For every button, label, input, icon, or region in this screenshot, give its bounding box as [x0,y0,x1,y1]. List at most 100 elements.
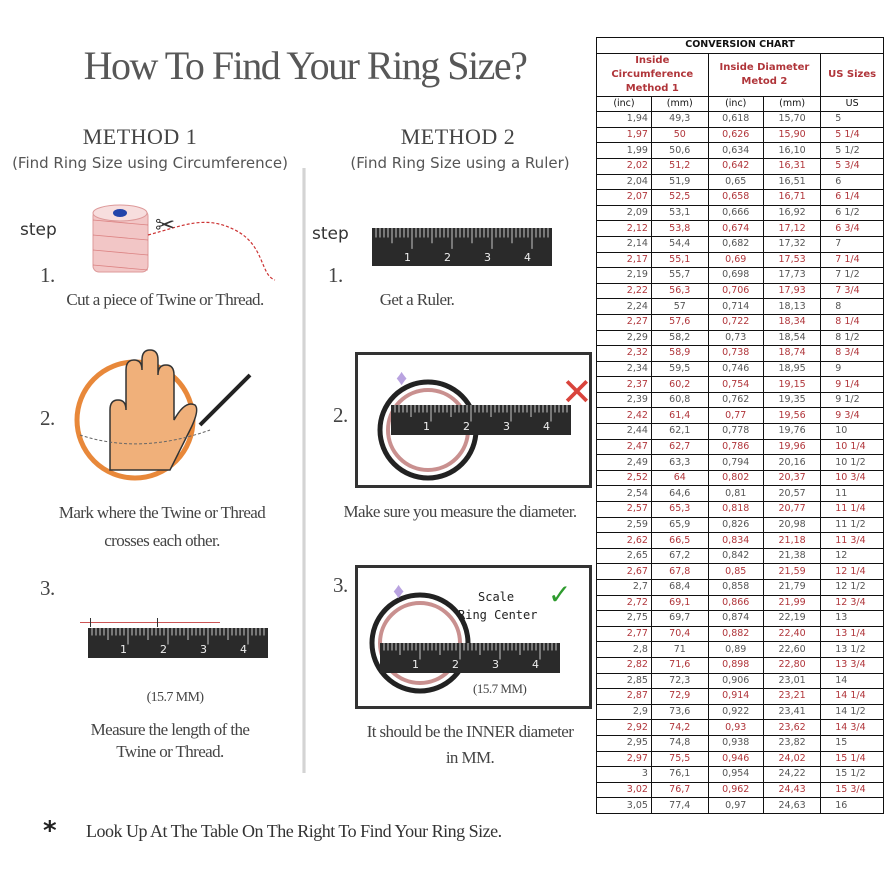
table-cell: 13 3/4 [820,656,884,674]
table-cell: 50 [650,126,709,144]
unit-header: US [820,95,884,113]
ruler-number: 2 [463,420,470,433]
table-cell: 22,80 [762,656,822,674]
table-cell: 11 [820,485,884,503]
table-cell: 72,3 [650,672,709,690]
ruler-graphic: 1 2 3 4 [88,628,268,658]
table-cell: 2,29 [596,329,652,347]
table-row: 3,02 76,7 0,962 24,43 15 3/4 [596,781,884,799]
table-cell: 10 [820,423,884,440]
table-cell: 10 3/4 [820,469,884,487]
table-cell: 2,22 [596,282,652,300]
table-cell: 21,59 [762,563,822,580]
ruler-number: 1 [412,658,419,671]
table-cell: 49,3 [650,111,709,128]
wrong-x-icon: ✕ [561,370,593,414]
table-cell: 0,738 [707,345,764,362]
table-cell: 62,1 [650,423,709,440]
table-cell: 77,4 [650,797,709,814]
ruler-number: 3 [503,420,510,433]
table-cell: 2,9 [596,703,652,721]
table-cell: 66,5 [650,532,709,549]
table-cell: 75,5 [650,750,709,768]
table-cell: 16,10 [762,142,822,159]
table-row: 2,37 60,2 0,754 19,15 9 1/4 [596,376,884,393]
table-cell: 0,706 [707,282,764,300]
table-cell: 2,87 [596,688,652,705]
table-cell: 2,32 [596,345,652,362]
svg-text:✂: ✂ [155,213,175,239]
table-cell: 0,642 [707,157,764,175]
table-cell: 19,96 [762,438,822,456]
table-cell: 69,1 [650,594,709,612]
table-cell: 63,3 [650,454,709,471]
m2-step1-text: Get a Ruler. [379,290,455,309]
m1-step1-text: Cut a piece of Twine or Thread. [66,290,264,309]
table-row: 3 76,1 0,954 24,22 15 1/2 [596,766,884,783]
table-cell: 0,666 [707,204,764,222]
table-cell: 20,98 [762,516,822,534]
table-cell: 2,52 [596,469,652,487]
svg-text:♦: ♦ [396,365,407,390]
group-header-circumference: Inside Circumference Method 1 [596,52,709,97]
table-cell: 54,4 [650,235,709,253]
table-cell: 12 [820,547,884,565]
table-row: 2,44 62,1 0,778 19,76 10 [596,423,884,440]
table-cell: 0,914 [707,688,764,705]
table-cell: 0,826 [707,516,764,534]
table-row: 2,29 58,2 0,73 18,54 8 1/2 [596,329,884,347]
table-row: 2,19 55,7 0,698 17,73 7 1/2 [596,267,884,284]
ruler-number: 4 [532,658,539,671]
table-cell: 24,43 [762,781,822,799]
table-cell: 0,698 [707,267,764,284]
table-cell: 3 [596,766,652,783]
conversion-chart-table: CONVERSION CHART Inside Circumference Met… [596,37,884,814]
table-cell: 2,54 [596,485,652,503]
table-cell: 1,97 [596,126,652,144]
table-cell: 2,82 [596,656,652,674]
table-cell: 67,2 [650,547,709,565]
table-cell: 12 1/2 [820,579,884,596]
table-cell: 64,6 [650,485,709,503]
scale-label: Scale [478,590,515,604]
table-cell: 58,9 [650,345,709,362]
table-cell: 17,73 [762,267,822,284]
table-cell: 2,62 [596,532,652,549]
table-cell: 55,1 [650,251,709,269]
table-cell: 8 3/4 [820,345,884,362]
method1-step-label: step [20,220,57,240]
table-cell: 65,9 [650,516,709,534]
table-cell: 2,77 [596,625,652,643]
table-row: 2,67 67,8 0,85 21,59 12 1/4 [596,563,884,580]
hand-mark-icon [74,349,252,481]
table-cell: 0,962 [707,781,764,799]
table-cell: 6 1/4 [820,189,884,206]
table-cell: 0,954 [707,766,764,783]
table-cell: 18,54 [762,329,822,347]
table-cell: 53,8 [650,220,709,237]
table-cell: 20,77 [762,501,822,518]
table-cell: 2,85 [596,672,652,690]
m1-step1-number: 1. [40,263,55,287]
table-row: 2,57 65,3 0,818 20,77 11 1/4 [596,501,884,518]
table-cell: 19,76 [762,423,822,440]
table-cell: 15,90 [762,126,822,144]
table-cell: 51,2 [650,157,709,175]
table-row: 2,09 53,1 0,666 16,92 6 1/2 [596,204,884,222]
table-cell: 18,13 [762,298,822,315]
table-row: 2,39 60,8 0,762 19,35 9 1/2 [596,391,884,409]
twine-mark [157,618,158,627]
table-row: 2,54 64,6 0,81 20,57 11 [596,485,884,503]
m1-step2-text-line1: Mark where the Twine or Thread [58,503,266,522]
m2-step3-text-line1: It should be the INNER diameter [366,722,574,741]
m2-step3-text-line2: in MM. [445,748,495,767]
table-row: 2,87 72,9 0,914 23,21 14 1/4 [596,688,884,705]
table-cell: 61,4 [650,407,709,425]
table-cell: 0,69 [707,251,764,269]
table-cell: 0,834 [707,532,764,549]
table-cell: 2,57 [596,501,652,518]
table-cell: 3,05 [596,797,652,814]
ring-diameter-wrong-panel: ♦ 1 2 3 4 ✕ [355,352,593,488]
table-cell: 0,746 [707,360,764,378]
table-cell: 0,874 [707,610,764,627]
